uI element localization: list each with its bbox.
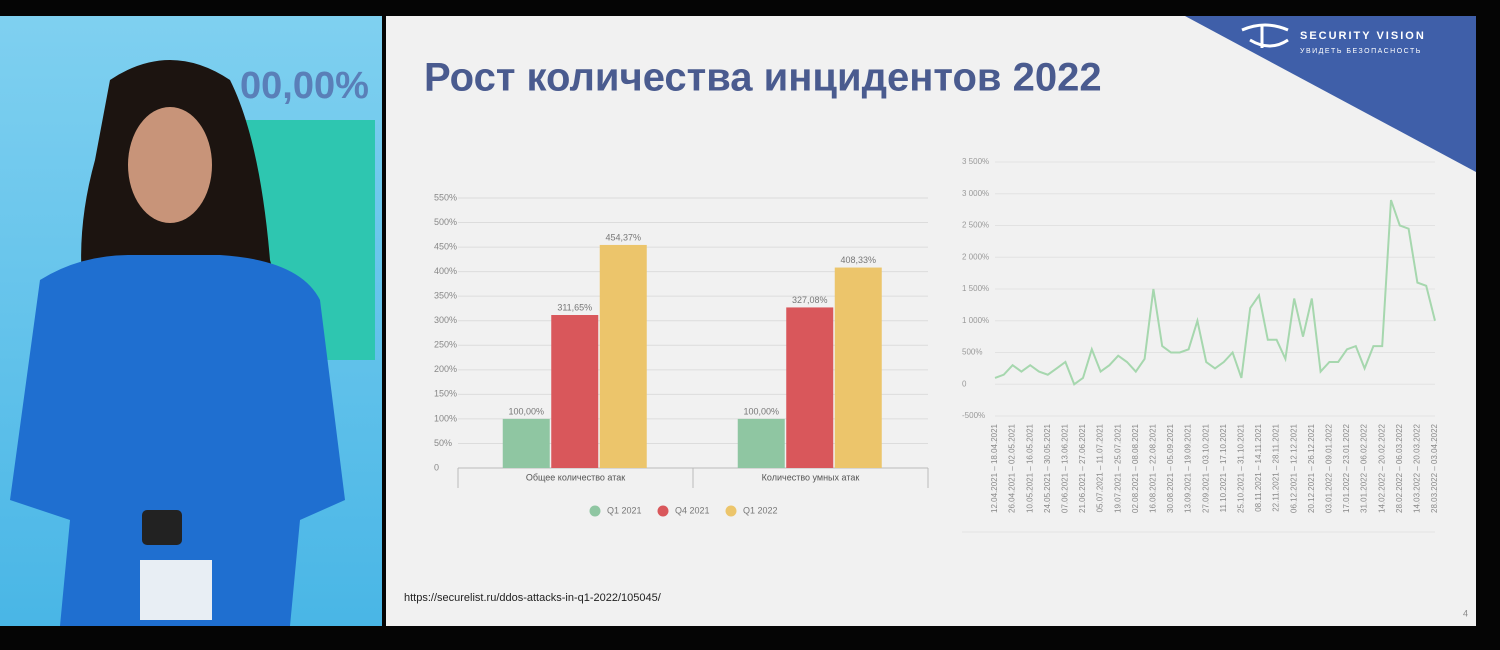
logo-corner (1185, 16, 1476, 172)
x-tick-label: 31.01.2022 – 06.02.2022 (1360, 423, 1369, 513)
bar (737, 418, 785, 468)
value-label: 408,33% (840, 255, 876, 265)
y-tick-label: 3 000% (962, 189, 989, 198)
x-tick-label: 03.01.2022 – 09.01.2022 (1325, 423, 1334, 513)
y-tick-label: 1 500% (962, 284, 989, 293)
x-tick-label: 25.10.2021 – 31.10.2021 (1237, 423, 1246, 513)
value-label: 100,00% (508, 406, 544, 416)
value-label: 454,37% (605, 232, 641, 242)
x-tick-label: 14.02.2022 – 20.02.2022 (1377, 423, 1386, 513)
y-tick-label: 550% (434, 192, 457, 202)
x-tick-label: 05.07.2021 – 11.07.2021 (1096, 423, 1105, 512)
value-label: 311,65% (557, 302, 592, 312)
x-tick-label: 20.12.2021 – 26.12.2021 (1307, 423, 1316, 513)
x-tick-label: 27.09.2021 – 03.10.2021 (1201, 423, 1210, 513)
dress (10, 255, 345, 626)
x-tick-label: 14.03.2022 – 20.03.2022 (1413, 423, 1422, 513)
bar (786, 307, 834, 468)
x-tick-label: Количество умных атак (762, 472, 860, 482)
y-tick-label: 500% (434, 217, 457, 227)
brand: SECURITY VISION (1300, 30, 1426, 42)
bar (834, 267, 882, 468)
y-tick-label: 2 000% (962, 252, 989, 261)
y-tick-label: 350% (434, 291, 457, 301)
badge (140, 560, 212, 620)
x-tick-label: 28.03.2022 – 03.04.2022 (1430, 423, 1439, 513)
x-tick-label: 16.08.2021 – 22.08.2021 (1149, 423, 1158, 513)
x-tick-label: Общее количество атак (526, 472, 625, 482)
x-tick-label: 28.02.2022 – 06.03.2022 (1395, 423, 1404, 513)
x-tick-label: 21.06.2021 – 27.06.2021 (1078, 423, 1087, 513)
y-tick-label: 500% (962, 348, 982, 357)
x-tick-label: 12.04.2021 – 18.04.2021 (990, 423, 999, 513)
x-tick-label: 13.09.2021 – 19.09.2021 (1184, 423, 1193, 513)
x-tick-label: 10.05.2021 – 16.05.2021 (1025, 423, 1034, 513)
bar (502, 418, 550, 468)
data-line (994, 199, 1436, 386)
value-label: 327,08% (792, 295, 828, 305)
x-tick-label: 19.07.2021 – 25.07.2021 (1113, 423, 1122, 513)
legend-swatch (589, 505, 601, 517)
bar (599, 244, 647, 468)
page-number: 4 (1463, 608, 1468, 618)
y-tick-label: 0 (434, 462, 439, 472)
source-link: https://securelist.ru/ddos-attacks-in-q1… (404, 592, 662, 604)
y-tick-label: 450% (434, 241, 457, 251)
legend-label: Q1 2022 (743, 505, 778, 515)
y-tick-label: 1 000% (962, 316, 989, 325)
y-tick-label: 0 (962, 379, 967, 388)
x-tick-label: 02.08.2021 – 08.08.2021 (1131, 423, 1140, 513)
speaker-photo: 00,00% (0, 16, 382, 626)
x-tick-label: 11.10.2021 – 17.10.2021 (1219, 423, 1228, 512)
tagline: УВИДЕТЬ БЕЗОПАСНОСТЬ (1300, 48, 1422, 55)
x-tick-label: 30.08.2021 – 05.09.2021 (1166, 423, 1175, 513)
legend-label: Q4 2021 (675, 505, 710, 515)
legend-swatch (657, 505, 669, 517)
legend-label: Q1 2021 (607, 505, 642, 515)
screen-text: 00,00% (240, 65, 369, 107)
y-tick-label: 150% (434, 389, 457, 399)
y-tick-label: 200% (434, 364, 457, 374)
x-tick-label: 26.04.2021 – 02.05.2021 (1008, 423, 1017, 513)
y-tick-label: 400% (434, 266, 457, 276)
y-tick-label: 300% (434, 315, 457, 325)
x-tick-label: 24.05.2021 – 30.05.2021 (1043, 423, 1052, 513)
slide-title: Рост количества инцидентов 2022 (424, 56, 1102, 100)
y-tick-label: 250% (434, 340, 457, 350)
x-tick-label: 06.12.2021 – 12.12.2021 (1289, 423, 1298, 513)
x-tick-label: 07.06.2021 – 13.06.2021 (1061, 423, 1070, 513)
bar (551, 315, 599, 468)
y-tick-label: -500% (962, 411, 985, 420)
y-tick-label: 100% (434, 413, 457, 423)
x-tick-label: 22.11.2021 – 28.11.2021 (1272, 423, 1281, 511)
logo-icon (1241, 23, 1289, 48)
clicker (142, 510, 182, 545)
x-tick-label: 08.11.2021 – 14.11.2021 (1254, 423, 1263, 511)
face (128, 107, 212, 223)
y-tick-label: 50% (434, 438, 452, 448)
y-tick-label: 3 500% (962, 157, 989, 166)
x-tick-label: 17.01.2022 – 23.01.2022 (1342, 423, 1351, 513)
value-label: 100,00% (743, 406, 779, 416)
y-tick-label: 2 500% (962, 221, 989, 230)
legend-swatch (725, 505, 737, 517)
